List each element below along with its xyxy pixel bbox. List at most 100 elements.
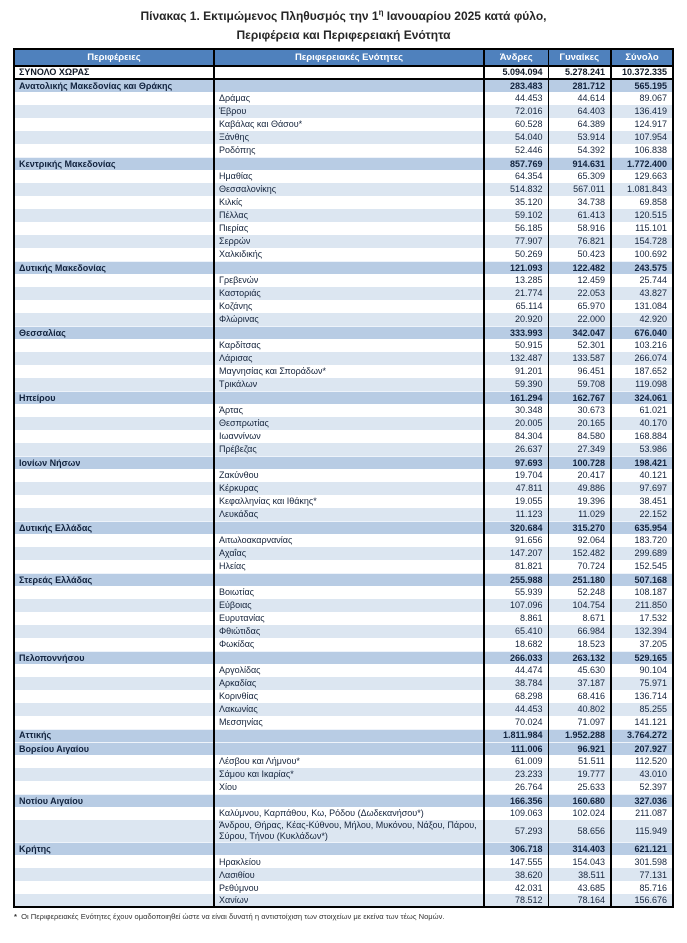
total-value: 10.372.335 — [610, 66, 673, 81]
females-value: 25.633 — [547, 781, 611, 795]
unit-name: Κορινθίας — [213, 690, 484, 704]
table-row: Γρεβενών 13.285 12.459 25.744 — [14, 274, 673, 288]
table-row: Δράμας 44.453 44.614 89.067 — [14, 92, 673, 106]
total-value: 22.152 — [610, 508, 673, 522]
unit-name: Κιλκίς — [213, 196, 484, 210]
unit-name: Λασιθίου — [213, 868, 484, 882]
males-value: 166.356 — [483, 793, 548, 808]
males-value: 283.483 — [483, 78, 548, 93]
total-value: 187.652 — [610, 365, 673, 379]
region-cell-empty — [14, 131, 214, 145]
table-row: Λάρισας 132.487 133.587 266.074 — [14, 352, 673, 366]
region-cell-empty — [14, 118, 214, 131]
females-value: 43.685 — [547, 881, 611, 895]
region-cell-empty — [14, 404, 214, 417]
total-value: 119.098 — [610, 378, 673, 392]
unit-name: Κοζάνης — [213, 300, 484, 314]
total-value: 301.598 — [610, 855, 673, 869]
females-value: 34.738 — [547, 196, 611, 210]
total-value: 243.575 — [610, 260, 673, 275]
unit-cell-empty — [213, 520, 484, 535]
females-value: 154.043 — [547, 855, 611, 869]
region-cell-empty — [14, 547, 214, 561]
males-value: 38.784 — [483, 677, 548, 691]
title-line-1: Πίνακας 1. Εκτιμώμενος Πληθυσμός την 1η … — [0, 7, 687, 26]
table-row: Ευρυτανίας 8.861 8.671 17.532 — [14, 612, 673, 626]
males-value: 20.005 — [483, 417, 548, 431]
table-row: Λέσβου και Λήμνου* 61.009 51.511 112.520 — [14, 755, 673, 769]
region-cell-empty — [14, 222, 214, 235]
females-value: 914.631 — [547, 156, 611, 171]
unit-name: Ζακύνθου — [213, 469, 484, 483]
total-value: 136.714 — [610, 690, 673, 704]
unit-cell-empty — [213, 156, 484, 171]
total-value: 635.954 — [610, 520, 673, 535]
region-name: Νοτίου Αιγαίου — [14, 793, 214, 808]
males-value: 109.063 — [483, 807, 548, 821]
table-row: Χαλκιδικής 50.269 50.423 100.692 — [14, 248, 673, 262]
region-cell-empty — [14, 807, 214, 820]
females-value: 20.165 — [547, 417, 611, 431]
males-value: 97.693 — [483, 455, 548, 470]
region-name: Κρήτης — [14, 841, 214, 856]
table-row: Έβρου 72.016 64.403 136.419 — [14, 105, 673, 119]
unit-name: Φωκίδας — [213, 638, 484, 652]
table-row: Λευκάδας 11.123 11.029 22.152 — [14, 508, 673, 522]
region-cell-empty — [14, 469, 214, 482]
table-row: Ηρακλείου 147.555 154.043 301.598 — [14, 855, 673, 869]
table-row: ΣΥΝΟΛΟ ΧΩΡΑΣ 5.094.094 5.278.241 10.372.335 — [14, 66, 673, 81]
males-value: 266.033 — [483, 650, 548, 665]
total-value: 207.927 — [610, 741, 673, 756]
region-name: Δυτικής Ελλάδας — [14, 520, 214, 535]
table-row: Λακωνίας 44.453 40.802 85.255 — [14, 703, 673, 717]
title-text: Ιανουαρίου 2025 κατά φύλο, — [383, 9, 547, 23]
total-value: 103.216 — [610, 339, 673, 353]
region-cell-empty — [14, 183, 214, 197]
total-value: 676.040 — [610, 325, 673, 340]
females-value: 64.389 — [547, 118, 611, 132]
unit-cell-empty — [213, 455, 484, 470]
total-value: 107.954 — [610, 131, 673, 145]
females-value: 251.180 — [547, 572, 611, 587]
females-value: 84.580 — [547, 430, 611, 444]
females-value: 68.416 — [547, 690, 611, 704]
region-name: Ιονίων Νήσων — [14, 455, 214, 470]
total-value: 40.121 — [610, 469, 673, 483]
unit-name: Καστοριάς — [213, 287, 484, 301]
table-row: Πρέβεζας 26.637 27.349 53.986 — [14, 443, 673, 457]
region-cell-empty — [14, 287, 214, 301]
unit-name: Βοιωτίας — [213, 586, 484, 600]
region-cell-empty — [14, 248, 214, 261]
region-cell-empty — [14, 894, 214, 908]
females-value: 64.403 — [547, 105, 611, 119]
region-cell-empty — [14, 855, 214, 868]
females-value: 58.916 — [547, 222, 611, 236]
region-cell-empty — [14, 196, 214, 209]
region-cell-empty — [14, 690, 214, 703]
unit-name: Αρκαδίας — [213, 677, 484, 691]
males-value: 52.446 — [483, 144, 548, 158]
unit-name: Χανίων — [213, 894, 484, 908]
total-value: 131.084 — [610, 300, 673, 314]
total-value: 106.838 — [610, 144, 673, 158]
total-value: 61.021 — [610, 404, 673, 418]
unit-name: Αιτωλοακαρνανίας — [213, 534, 484, 548]
males-value: 30.348 — [483, 404, 548, 418]
males-value: 50.269 — [483, 248, 548, 262]
total-value: 507.168 — [610, 572, 673, 587]
unit-name: Πέλλας — [213, 209, 484, 223]
males-value: 147.207 — [483, 547, 548, 561]
title-text: Πίνακας 1. Εκτιμώμενος Πληθυσμός την 1 — [140, 9, 379, 23]
males-value: 56.185 — [483, 222, 548, 236]
table-row: Δυτικής Ελλάδας 320.684 315.270 635.954 — [14, 520, 673, 535]
table-row: Χανίων 78.512 78.164 156.676 — [14, 894, 673, 908]
females-value: 162.767 — [547, 390, 611, 405]
females-value: 59.708 — [547, 378, 611, 392]
total-value: 97.697 — [610, 482, 673, 496]
col-header-females: Γυναίκες — [547, 49, 611, 68]
females-value: 27.349 — [547, 443, 611, 457]
females-value: 100.728 — [547, 455, 611, 470]
males-value: 147.555 — [483, 855, 548, 869]
males-value: 320.684 — [483, 520, 548, 535]
total-value: 156.676 — [610, 894, 673, 908]
